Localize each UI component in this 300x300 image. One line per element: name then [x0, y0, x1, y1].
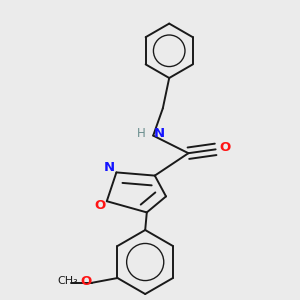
Text: O: O [80, 275, 92, 288]
Text: O: O [95, 199, 106, 212]
Text: O: O [219, 141, 230, 154]
Text: CH₃: CH₃ [58, 276, 78, 286]
Text: N: N [104, 161, 115, 174]
Text: H: H [137, 128, 146, 140]
Text: N: N [153, 128, 164, 140]
